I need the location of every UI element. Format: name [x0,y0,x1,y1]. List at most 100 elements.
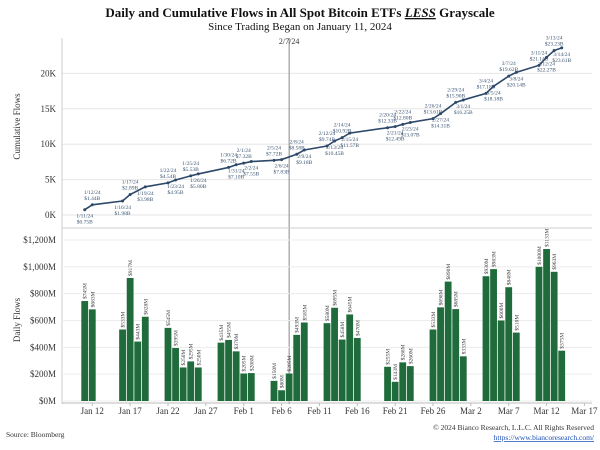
point-value-label: $22.27B [537,66,556,73]
point-date-label: 2/14/24 [334,123,351,129]
point-date-label: 3/4/24 [479,78,493,84]
daily-flow-bar [323,323,331,401]
bar-value-label: $288M [400,344,407,360]
point-value-label: $9.74B [319,136,335,143]
bar-value-label: $1000M [536,246,543,265]
data-point [348,131,352,135]
daily-flow-bar [278,390,285,401]
daily-flow-bar [81,301,89,401]
daily-flow-bar [338,339,346,401]
point-value-label: $12.49B [386,136,405,143]
daily-flow-bar [558,350,566,401]
source-note: Source: Bloomberg [6,430,65,439]
y-tick-label: $200M [30,369,56,379]
point-value-label: $12.33B [378,118,397,125]
point-value-label: $14.31B [431,123,450,130]
daily-flow-bar [247,373,255,401]
bar-value-label: $443M [135,324,142,340]
bar-value-label: $205M [241,355,248,371]
point-value-label: $5.80B [190,183,206,190]
x-tick-label: Jan 17 [119,406,143,416]
daily-flow-bar [240,373,248,401]
y-tick-label: 20K [41,68,57,78]
daily-flow-bar [535,266,543,401]
daily-flow-bar [482,276,490,401]
data-point [333,139,337,143]
data-point [90,203,94,207]
point-date-label: 2/23/24 [402,126,419,132]
data-point [537,63,541,67]
point-value-label: $19.62B [499,66,518,73]
daily-flow-bar [346,314,354,401]
x-tick-label: Feb 21 [383,406,408,416]
point-value-label: $5.53B [183,166,199,173]
data-point [431,117,435,121]
bar-value-label: $435M [218,325,225,341]
daily-flow-bar [331,307,338,401]
data-point [121,199,125,203]
daily-flow-bar [217,342,225,401]
chart-subtitle: Since Trading Began on January 11, 2024 [208,21,392,33]
bar-value-label: $930M [483,258,490,274]
bar-value-label: $150M [271,363,278,379]
daily-flow-bar [391,381,399,401]
x-tick-label: Feb 16 [345,406,370,416]
daily-flow-bar [406,366,414,401]
point-value-label: $12.80B [393,114,412,121]
point-date-label: 3/7/24 [502,61,516,67]
point-date-label: 2/26/24 [425,104,442,110]
point-date-label: 1/17/24 [122,180,139,186]
point-value-label: $10.92B [333,128,352,135]
data-point [128,193,132,197]
point-value-label: $7.32B [236,153,252,160]
bar-value-label: $533M [430,311,437,327]
data-point [484,91,488,95]
bar-value-label: $533M [120,311,127,327]
daily-flow-bar [550,271,558,401]
y-tick-label: $400M [30,342,56,352]
bar-value-label: $1133M [544,228,551,247]
point-date-label: 2/22/24 [394,109,411,115]
bar-value-label: $917M [127,260,134,276]
point-value-label: $4.95B [168,189,184,196]
point-date-label: 2/1/24 [237,148,251,154]
bar-value-label: $585M [301,305,308,321]
bar-value-label: $80M [279,375,286,388]
data-point [492,84,496,88]
point-value-label: $15.90B [446,92,465,99]
point-value-label: $13.61B [424,109,443,116]
point-date-label: 2/12/24 [319,131,336,137]
daily-flow-bar [141,316,149,401]
point-value-label: $7.72B [266,150,282,157]
copyright-note: © 2024 Bianco Research, L.L.C. All Right… [433,423,594,432]
data-point [325,144,329,148]
point-date-label: 3/13/24 [546,36,563,42]
bar-value-label: $683M [89,291,96,307]
bar-value-label: $695M [332,290,339,306]
daily-flow-bar [232,351,240,401]
bar-value-label: $143M [392,364,399,380]
data-point [401,122,405,126]
data-point [386,126,390,130]
daily-flow-bar [399,362,407,401]
data-point [280,158,284,162]
website-link[interactable]: https://www.biancoresearch.com/ [494,433,595,442]
data-point [166,181,170,185]
y-tick-label: 10K [41,139,57,149]
bar-value-label: $685M [453,291,460,307]
bar-value-label: $370M [233,333,240,349]
bar-value-label: $260M [407,348,414,364]
point-value-label: $17.18B [477,83,496,90]
data-point [340,136,344,140]
point-date-label: 3/12/24 [538,61,555,67]
data-point [560,46,564,50]
daily-flow-bar [512,332,520,401]
y-tick-label: 5K [45,175,57,185]
data-point [83,208,87,212]
point-value-label: $18.18B [484,95,503,102]
point-date-label: 2/21/24 [387,131,404,137]
point-date-label: 2/5/24 [267,145,281,151]
bar-value-label: $848M [506,269,513,285]
point-value-label: $21.14B [530,55,549,62]
point-date-label: 1/25/24 [182,161,199,167]
